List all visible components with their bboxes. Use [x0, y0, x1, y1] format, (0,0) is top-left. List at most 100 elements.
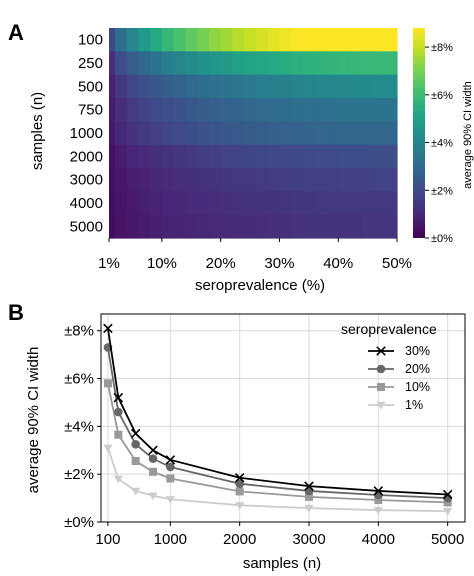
colorbar-tick-label: ±8%: [431, 42, 453, 54]
heatmap-cell: [114, 74, 128, 99]
series-line: [107, 347, 448, 499]
heatmap-cell: [220, 168, 234, 192]
heatmap-cell: [197, 214, 210, 239]
line-chart-x-tick-label: 100: [95, 531, 120, 548]
heatmap-cell: [338, 98, 351, 122]
heatmap-cell: [109, 214, 116, 239]
heatmap-cell: [161, 191, 175, 216]
heatmap-cell: [291, 98, 304, 122]
heatmap-cell: [197, 191, 210, 216]
heatmap-x-tick-label: 40%: [323, 255, 353, 272]
heatmap-cell: [394, 74, 398, 99]
heatmap-cell: [326, 214, 339, 239]
heatmap-cell: [232, 28, 245, 52]
heatmap-cell: [349, 144, 363, 169]
series-20pct: [103, 343, 452, 503]
heatmap-cell: [302, 28, 316, 52]
series-point: [304, 481, 314, 491]
heatmap-cell: [326, 74, 339, 99]
heatmap-cell: [138, 28, 151, 52]
heatmap-cell: [279, 168, 292, 192]
heatmap-cell: [197, 121, 210, 146]
heatmap-cell: [394, 214, 398, 239]
heatmap-cell: [255, 214, 269, 239]
heatmap-cell: [244, 144, 257, 169]
line-chart-plot-area: [100, 313, 466, 523]
series-point: [114, 407, 123, 417]
heatmap-cell: [361, 74, 375, 99]
heatmap-cell: [161, 74, 175, 99]
heatmap-cell: [109, 74, 116, 99]
series-point: [234, 473, 245, 483]
heatmap-cell: [267, 191, 281, 216]
series-point: [149, 467, 157, 476]
series-point: [443, 508, 453, 516]
heatmap-cell: [279, 144, 292, 169]
panel-letter-b: B: [8, 300, 24, 325]
heatmap-cell: [326, 121, 339, 146]
heatmap-cell: [267, 144, 281, 169]
legend-title: seroprevalence: [341, 321, 437, 337]
heatmap-cell: [361, 28, 375, 52]
heatmap-cell: [255, 51, 269, 76]
heatmap-cell: [185, 28, 198, 52]
heatmap-cell: [279, 191, 292, 216]
heatmap-x-tick-label: 1%: [98, 255, 120, 272]
heatmap-cell: [373, 144, 386, 169]
series-30pct: [103, 323, 453, 500]
heatmap-cell: [126, 51, 139, 76]
heatmap-cell: [267, 98, 281, 122]
heatmap-cell: [109, 191, 116, 216]
heatmap-cell: [220, 191, 234, 216]
heatmap-cell: [302, 98, 316, 122]
heatmap-cell: [161, 51, 175, 76]
line-chart-x-tick-label: 5000: [431, 531, 464, 548]
series-point: [235, 479, 244, 489]
colorbar-title: average 90% CI width: [462, 81, 474, 189]
heatmap-cell: [394, 144, 398, 169]
series-line: [107, 328, 448, 496]
series-point: [373, 486, 384, 496]
heatmap-cell: [161, 28, 175, 52]
heatmap-cell: [338, 28, 351, 52]
series-point: [235, 487, 244, 496]
series-point: [166, 474, 175, 483]
line-chart-x-tick-labels: 100 1000 2000 3000 4000 5000: [95, 522, 464, 548]
heatmap-cell: [338, 168, 351, 192]
heatmap-cell: [385, 74, 395, 99]
legend-label: 20%: [405, 362, 430, 376]
heatmap-cell: [161, 214, 175, 239]
heatmap-cell: [173, 144, 187, 169]
legend-swatch-marker: [377, 383, 385, 391]
heatmap-cell: [197, 98, 210, 122]
heatmap-cell: [302, 214, 316, 239]
colorbar-tick-label: ±0%: [431, 233, 453, 245]
heatmap-cell: [161, 144, 175, 169]
heatmap-cell: [150, 28, 163, 52]
heatmap-x-axis-title: seroprevalence (%): [195, 277, 325, 294]
legend-entry: 30%: [368, 344, 430, 358]
heatmap-y-tick-label: 4000: [70, 195, 103, 212]
series-point: [373, 506, 383, 515]
series-point: [130, 428, 141, 439]
series-point: [235, 502, 245, 510]
series-point: [304, 504, 314, 513]
heatmap-cell: [291, 144, 304, 169]
heatmap-cell: [279, 74, 292, 99]
heatmap-cell: [255, 144, 269, 169]
heatmap-cell: [150, 51, 163, 76]
panel-letter-a: A: [8, 20, 24, 45]
heatmap-cell: [126, 144, 139, 169]
heatmap-cell: [338, 51, 351, 76]
heatmap-cell: [385, 214, 395, 239]
heatmap-cell: [349, 98, 363, 122]
heatmap-y-tick-label: 3000: [70, 172, 103, 189]
line-chart-x-tick-label: 2000: [223, 531, 256, 548]
heatmap-cell: [208, 168, 222, 192]
heatmap-cell: [244, 74, 257, 99]
heatmap-cell: [126, 121, 139, 146]
series-point: [148, 445, 158, 456]
heatmap-cell: [326, 168, 339, 192]
heatmap-y-tick-label: 2000: [70, 148, 103, 165]
heatmap-cell: [385, 168, 395, 192]
